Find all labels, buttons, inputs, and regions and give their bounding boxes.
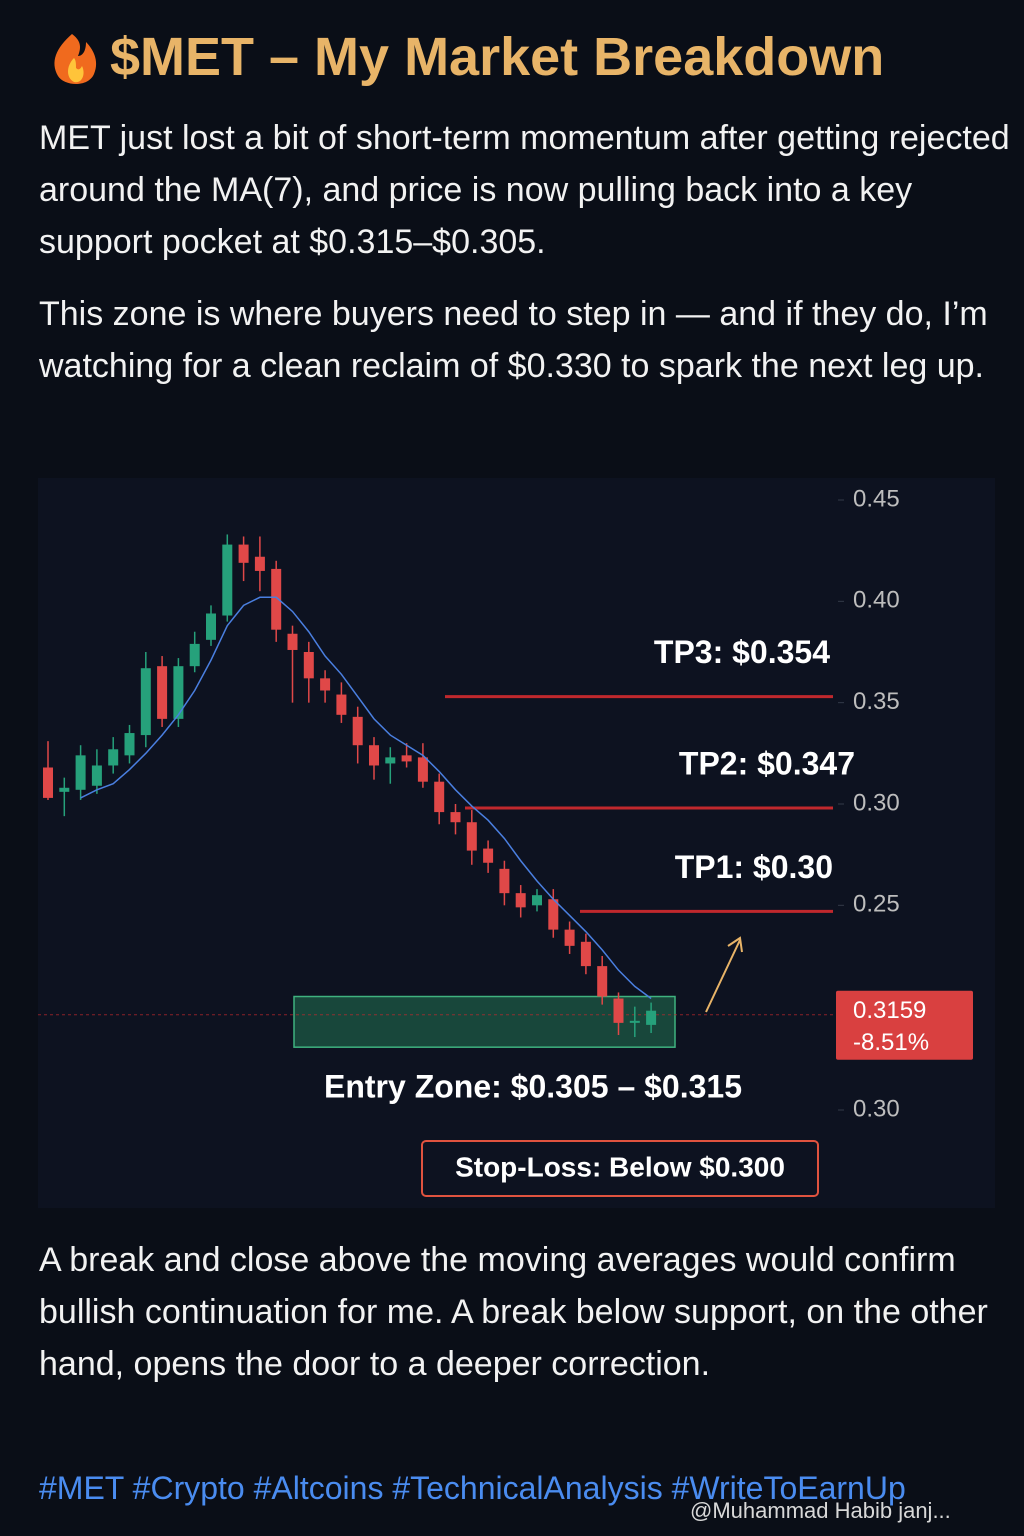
candle-body bbox=[303, 651, 314, 679]
paragraph: MET just lost a bit of short-term moment… bbox=[39, 119, 1010, 261]
post-title: $MET – My Market Breakdown bbox=[110, 27, 885, 87]
target-label: TP2: $0.347 bbox=[679, 745, 855, 781]
candle-body bbox=[580, 941, 591, 967]
candle-body bbox=[222, 544, 233, 616]
candle-body bbox=[466, 822, 477, 851]
candle-body bbox=[385, 757, 396, 764]
y-tick-label: 0.40 bbox=[853, 587, 900, 614]
candle-body bbox=[320, 678, 331, 691]
candle-body bbox=[157, 666, 168, 719]
candle-body bbox=[59, 787, 70, 792]
stop-loss-box bbox=[421, 1140, 819, 1197]
stop-loss-label: Stop-Loss: Below $0.300 bbox=[455, 1151, 785, 1182]
candle-body bbox=[271, 568, 282, 630]
fire-icon bbox=[54, 34, 97, 84]
price-tag-text: 0.3159 bbox=[853, 997, 926, 1024]
candle-body bbox=[629, 1020, 640, 1023]
candle-body bbox=[352, 716, 363, 746]
candle-body bbox=[189, 643, 200, 667]
candle-body bbox=[434, 781, 445, 813]
paragraph: A break and close above the moving avera… bbox=[39, 1241, 988, 1383]
candle-body bbox=[532, 895, 542, 906]
candle-body bbox=[450, 812, 461, 823]
candle-body bbox=[613, 998, 624, 1023]
candle-body bbox=[417, 757, 428, 782]
price-tag bbox=[836, 990, 973, 1060]
y-tick-label: 0.45 bbox=[853, 485, 900, 512]
y-tick-label: 0.30 bbox=[853, 789, 900, 816]
candle-body bbox=[369, 745, 379, 766]
hashtags[interactable]: #MET #Crypto #Altcoins #TechnicalAnalysi… bbox=[39, 1470, 906, 1506]
candle-body bbox=[336, 694, 347, 715]
y-tick-label: 0.35 bbox=[853, 688, 900, 715]
price-tag-text: -8.51% bbox=[853, 1029, 929, 1056]
candle-body bbox=[91, 765, 102, 786]
candle-body bbox=[597, 966, 608, 997]
chart-panel bbox=[38, 478, 995, 1208]
entry-zone bbox=[293, 995, 676, 1048]
candle-body bbox=[499, 868, 510, 894]
moving-average bbox=[80, 596, 652, 1000]
y-tick-label: 0.25 bbox=[853, 891, 900, 918]
candle-body bbox=[254, 556, 265, 571]
candle-body bbox=[483, 848, 494, 863]
candle-body bbox=[124, 733, 135, 756]
entry-zone-label: Entry Zone: $0.305 – $0.315 bbox=[324, 1069, 742, 1105]
candle-body bbox=[43, 767, 53, 798]
candle-body bbox=[287, 633, 298, 650]
target-label: TP1: $0.30 bbox=[675, 849, 833, 885]
candle-body bbox=[646, 1010, 657, 1025]
candle-body bbox=[401, 755, 412, 762]
candle-body bbox=[206, 613, 216, 640]
candle-body bbox=[173, 666, 184, 719]
candle-body bbox=[548, 899, 559, 930]
target-label: TP3: $0.354 bbox=[654, 634, 830, 670]
paragraph: This zone is where buyers need to step i… bbox=[39, 295, 988, 385]
candle-body bbox=[75, 755, 86, 790]
candle-body bbox=[140, 668, 151, 736]
candle-body bbox=[108, 749, 119, 766]
fire-icon-core bbox=[68, 58, 84, 83]
arrow bbox=[705, 936, 743, 1013]
y-tick-label: 0.30 bbox=[853, 1095, 900, 1122]
candle-body bbox=[564, 929, 575, 946]
watermark: @Muhammad Habib janj... bbox=[690, 1498, 951, 1523]
candle-body bbox=[515, 893, 526, 908]
candle-body bbox=[238, 544, 249, 563]
